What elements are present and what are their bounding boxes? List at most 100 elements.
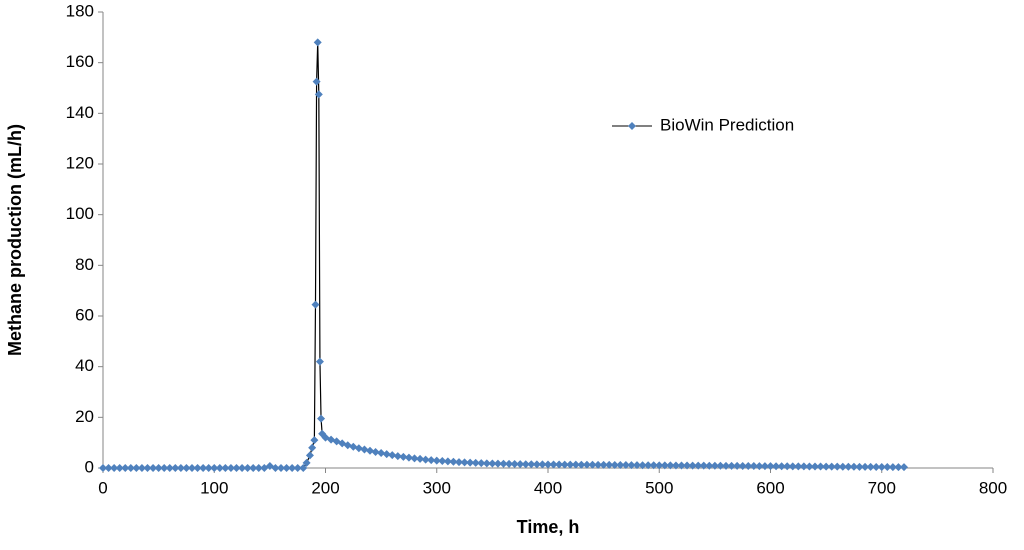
data-point xyxy=(143,464,152,472)
data-point xyxy=(783,462,792,471)
data-point xyxy=(449,457,458,466)
data-point xyxy=(816,462,825,471)
data-point xyxy=(577,460,586,469)
data-point xyxy=(894,463,903,472)
x-tick-label: 200 xyxy=(311,478,339,497)
data-point xyxy=(121,464,130,472)
data-point xyxy=(215,464,224,472)
data-point xyxy=(621,461,630,470)
data-point xyxy=(805,462,814,471)
data-point xyxy=(599,460,608,469)
data-point xyxy=(311,300,320,309)
data-point xyxy=(399,452,408,461)
data-point xyxy=(176,464,185,472)
data-point xyxy=(149,464,158,472)
data-point xyxy=(683,461,692,470)
data-point xyxy=(861,462,870,471)
data-point xyxy=(317,414,326,423)
y-tick-label: 0 xyxy=(85,457,94,476)
data-point xyxy=(766,462,775,471)
data-point xyxy=(277,464,285,472)
data-point xyxy=(404,453,413,462)
data-point xyxy=(388,451,397,460)
data-point xyxy=(104,464,113,472)
data-point xyxy=(421,455,430,464)
data-point xyxy=(594,460,603,469)
data-point xyxy=(110,464,119,472)
y-tick-label: 40 xyxy=(75,356,94,375)
data-point xyxy=(560,460,569,469)
data-point xyxy=(393,452,402,461)
data-point xyxy=(154,464,163,472)
data-point xyxy=(510,459,519,468)
data-point xyxy=(310,436,319,445)
data-point xyxy=(582,460,591,469)
data-point xyxy=(883,463,892,472)
data-point xyxy=(633,461,641,470)
series-line xyxy=(103,42,905,469)
data-point xyxy=(221,464,230,472)
data-point xyxy=(493,459,502,468)
data-point xyxy=(722,461,730,470)
data-point xyxy=(137,464,146,472)
data-point xyxy=(677,461,686,470)
data-point xyxy=(777,462,786,471)
data-point xyxy=(855,462,864,471)
data-point xyxy=(455,458,463,467)
data-point xyxy=(443,457,452,466)
data-point xyxy=(538,460,547,469)
x-tick-label: 500 xyxy=(645,478,673,497)
data-point xyxy=(838,462,847,471)
data-point xyxy=(308,443,317,452)
data-point xyxy=(182,464,191,472)
legend-label: BioWin Prediction xyxy=(660,115,794,134)
data-point xyxy=(160,464,169,472)
x-tick-label: 700 xyxy=(868,478,896,497)
data-point xyxy=(193,464,202,472)
data-point xyxy=(900,463,908,472)
y-tick-label: 180 xyxy=(66,1,94,20)
data-point xyxy=(544,460,552,469)
data-point xyxy=(516,460,525,469)
data-point xyxy=(282,464,291,472)
data-point xyxy=(627,461,636,470)
data-point xyxy=(305,451,314,460)
data-point xyxy=(811,462,819,471)
data-point xyxy=(438,457,447,466)
data-point xyxy=(188,464,196,472)
y-tick-label: 140 xyxy=(66,103,94,122)
data-point xyxy=(566,460,575,469)
data-point xyxy=(710,461,719,470)
data-point xyxy=(499,459,508,468)
data-point xyxy=(888,463,897,472)
data-point xyxy=(755,462,764,471)
data-point xyxy=(99,464,107,472)
data-point xyxy=(132,464,141,472)
data-point xyxy=(349,442,358,451)
data-point xyxy=(360,445,369,454)
data-point xyxy=(302,458,311,467)
data-point xyxy=(788,462,797,471)
data-point xyxy=(371,448,380,457)
data-point xyxy=(616,461,625,470)
data-point xyxy=(738,461,747,470)
data-point xyxy=(354,444,363,453)
data-point xyxy=(314,90,323,99)
data-point xyxy=(610,460,619,469)
data-point xyxy=(660,461,669,470)
data-point xyxy=(315,357,324,366)
data-point xyxy=(827,462,836,471)
data-point xyxy=(165,464,174,472)
data-point xyxy=(744,461,753,470)
data-point xyxy=(466,458,475,467)
y-tick-label: 20 xyxy=(75,407,94,426)
data-point xyxy=(655,461,664,470)
data-point xyxy=(366,446,374,455)
data-point xyxy=(427,456,436,465)
data-point xyxy=(232,464,241,472)
data-point xyxy=(471,458,480,467)
data-point xyxy=(243,464,252,472)
data-point xyxy=(555,460,564,469)
data-point xyxy=(688,461,697,470)
